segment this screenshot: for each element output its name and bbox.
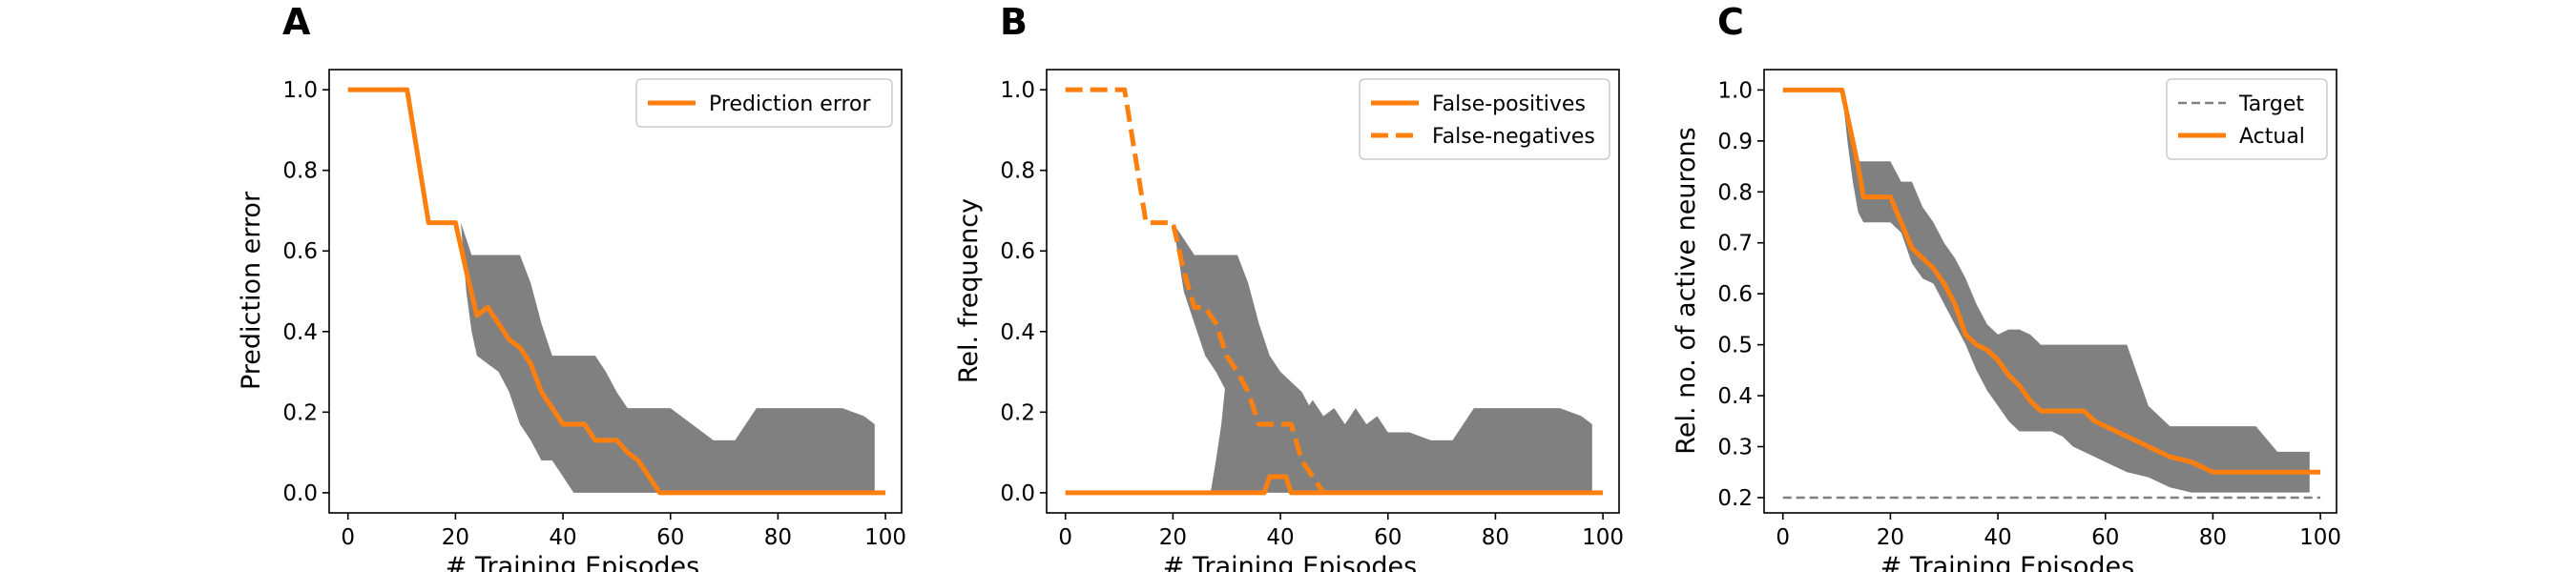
y-tick-label: 1.0 [282, 78, 318, 103]
y-tick-label: 0.8 [282, 159, 318, 184]
x-tick-label: 20 [1877, 525, 1904, 550]
x-axis-label: # Training Episodes [1163, 552, 1417, 572]
legend-box [2166, 78, 2328, 160]
axes-frame [1046, 69, 1620, 514]
panel-letter-c: C [1717, 1, 1744, 43]
legend-label-target: Target [2238, 92, 2304, 116]
x-tick-label: 80 [1482, 525, 1509, 550]
panel-letter-a: A [282, 1, 311, 43]
axes-frame [1763, 69, 2337, 514]
legend-label-false-negatives: False-negatives [1432, 125, 1595, 149]
y-tick-label: 0.6 [1717, 282, 1753, 307]
y-tick-label: 0.2 [282, 400, 318, 425]
confidence-band [1210, 323, 1592, 493]
x-tick-label: 60 [1374, 525, 1402, 550]
x-tick-label: 0 [1058, 525, 1072, 550]
legend-box [635, 78, 893, 128]
y-tick-label: 0.2 [1000, 400, 1035, 425]
x-axis-label: # Training Episodes [446, 552, 699, 572]
x-tick-label: 40 [1984, 525, 2011, 550]
y-tick-label: 0.6 [282, 239, 318, 264]
y-axis-label: Rel. frequency [954, 198, 984, 383]
x-tick-label: 80 [2199, 525, 2227, 550]
y-axis-label: Rel. no. of active neurons [1672, 127, 1701, 454]
panel-a: A # Training Episodes Prediction error 0… [237, 1, 906, 572]
x-tick-label: 40 [1266, 525, 1294, 550]
x-tick-label: 100 [864, 525, 906, 550]
y-tick-label: 0.0 [282, 481, 318, 506]
legend-label-false-positives: False-positives [1432, 92, 1586, 116]
x-tick-label: 0 [1776, 525, 1790, 550]
x-axis-label: # Training Episodes [1880, 552, 2134, 572]
y-axis-label: Prediction error [237, 191, 266, 390]
x-tick-label: 20 [442, 525, 469, 550]
y-tick-label: 0.0 [1000, 481, 1035, 506]
y-tick-label: 0.9 [1717, 130, 1753, 154]
y-tick-label: 0.5 [1717, 334, 1753, 358]
panel-letter-b: B [1000, 1, 1028, 43]
x-tick-label: 100 [2299, 525, 2341, 550]
series-line-false-positives [1065, 474, 1604, 496]
x-tick-label: 60 [656, 525, 684, 550]
legend-label-prediction-error: Prediction error [709, 92, 871, 116]
y-tick-label: 1.0 [1000, 78, 1035, 103]
legend-box [1359, 78, 1610, 160]
x-tick-label: 20 [1159, 525, 1187, 550]
y-tick-label: 0.4 [282, 320, 318, 345]
series-line-actual [1782, 87, 2321, 475]
panel-c: C # Training Episodes Rel. no. of active… [1672, 1, 2341, 572]
legend-label-actual: Actual [2239, 125, 2305, 149]
x-tick-label: 40 [549, 525, 576, 550]
y-tick-label: 0.4 [1717, 384, 1753, 409]
x-tick-label: 100 [1582, 525, 1624, 550]
y-tick-label: 0.3 [1717, 436, 1753, 460]
panel-b: B # Training Episodes Rel. frequency 0 20… [954, 1, 1624, 572]
y-tick-label: 0.8 [1717, 180, 1753, 205]
y-tick-label: 1.0 [1717, 78, 1753, 103]
confidence-band [461, 222, 875, 493]
x-tick-label: 0 [341, 525, 355, 550]
y-tick-label: 0.4 [1000, 320, 1035, 345]
series-line-prediction-error [347, 87, 886, 496]
axes-frame [328, 69, 903, 514]
x-tick-label: 80 [764, 525, 792, 550]
y-tick-label: 0.6 [1000, 239, 1035, 264]
y-tick-label: 0.8 [1000, 159, 1035, 184]
x-tick-label: 60 [2091, 525, 2119, 550]
y-tick-label: 0.2 [1717, 486, 1753, 511]
y-tick-label: 0.7 [1717, 232, 1753, 256]
series-line-false-negatives [1065, 87, 1326, 495]
